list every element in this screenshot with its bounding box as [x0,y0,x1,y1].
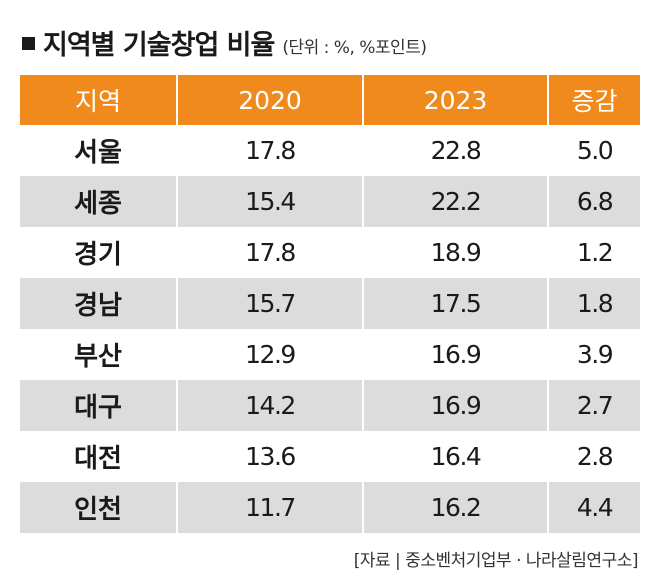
region-cell: 경기 [20,227,177,278]
data-table: 지역 2020 2023 증감 서울 17.8 22.8 5.0 세종 15.4… [20,75,640,533]
region-cell: 경남 [20,278,177,329]
table-row: 서울 17.8 22.8 5.0 [20,125,640,176]
table-row: 경기 17.8 18.9 1.2 [20,227,640,278]
value-2020-cell: 15.7 [176,278,363,329]
table-row: 경남 15.7 17.5 1.8 [20,278,640,329]
region-cell: 서울 [20,125,177,176]
square-bullet-icon [22,36,35,50]
change-cell: 1.8 [547,278,640,329]
region-cell: 부산 [20,329,177,380]
value-2020-cell: 12.9 [176,329,363,380]
change-cell: 5.0 [547,125,640,176]
change-cell: 1.2 [547,227,640,278]
unit-note: (단위 : %, %포인트) [282,37,427,58]
region-cell: 대전 [20,431,177,482]
header-2020: 2020 [176,75,363,125]
value-2023-cell: 18.9 [362,227,548,278]
value-2020-cell: 11.7 [176,482,363,533]
chart-title: 지역별 기술창업 비율 [43,29,275,61]
value-2023-cell: 22.8 [362,125,548,176]
change-cell: 4.4 [547,482,640,533]
table-row: 대구 14.2 16.9 2.7 [20,380,640,431]
value-2023-cell: 16.4 [362,431,548,482]
value-2023-cell: 16.9 [362,380,548,431]
value-2020-cell: 13.6 [176,431,363,482]
value-2023-cell: 17.5 [362,278,548,329]
value-2023-cell: 16.2 [362,482,548,533]
header-2023: 2023 [362,75,548,125]
header-change: 증감 [547,75,640,125]
value-2020-cell: 17.8 [176,227,363,278]
value-2020-cell: 14.2 [176,380,363,431]
table-row: 대전 13.6 16.4 2.8 [20,431,640,482]
change-cell: 6.8 [547,176,640,227]
source-note: [자료 | 중소벤처기업부 · 나라살림연구소] [353,551,639,571]
change-cell: 2.7 [547,380,640,431]
value-2020-cell: 17.8 [176,125,363,176]
region-cell: 세종 [20,176,177,227]
region-cell: 인천 [20,482,177,533]
table-row: 세종 15.4 22.2 6.8 [20,176,640,227]
table-header-row: 지역 2020 2023 증감 [20,75,640,125]
chart-header: 지역별 기술창업 비율 (단위 : %, %포인트) [22,22,427,62]
table-row: 인천 11.7 16.2 4.4 [20,482,640,533]
header-region: 지역 [20,75,177,125]
change-cell: 2.8 [547,431,640,482]
value-2020-cell: 15.4 [176,176,363,227]
value-2023-cell: 22.2 [362,176,548,227]
table-row: 부산 12.9 16.9 3.9 [20,329,640,380]
value-2023-cell: 16.9 [362,329,548,380]
region-cell: 대구 [20,380,177,431]
change-cell: 3.9 [547,329,640,380]
